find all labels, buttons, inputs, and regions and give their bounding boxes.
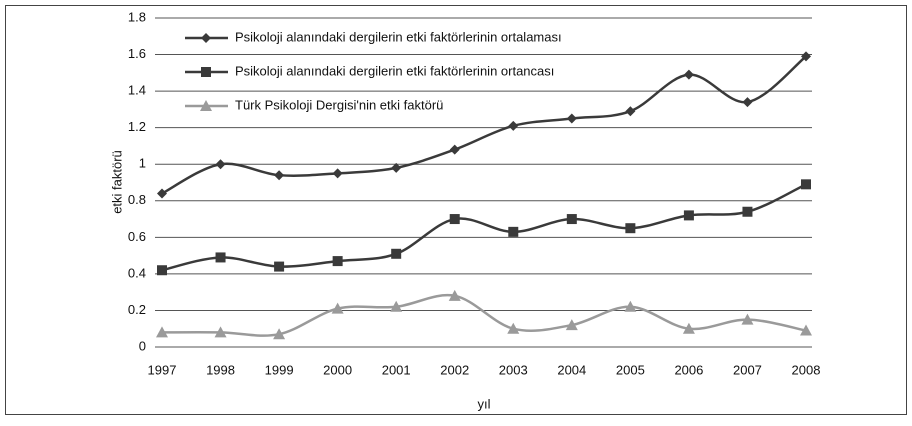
x-axis-label: yıl xyxy=(478,396,491,411)
x-tick-label: 2001 xyxy=(382,362,411,377)
point-marker xyxy=(565,319,578,331)
point-marker xyxy=(274,261,285,272)
point-marker xyxy=(507,322,520,334)
point-marker xyxy=(682,322,695,334)
x-tick-label: 2003 xyxy=(499,362,528,377)
x-tick-label: 2002 xyxy=(440,362,469,377)
y-tick-label: 0 xyxy=(139,338,146,353)
point-marker xyxy=(683,69,694,80)
legend-label: Psikoloji alanındaki dergilerin etki fak… xyxy=(235,63,554,78)
series-line xyxy=(161,293,807,337)
y-tick-label: 1.6 xyxy=(128,46,146,61)
x-tick-label: 2006 xyxy=(674,362,703,377)
point-marker xyxy=(157,188,167,199)
point-marker xyxy=(800,324,812,336)
x-tick-label: 2007 xyxy=(733,362,762,377)
point-marker xyxy=(742,97,753,108)
point-marker xyxy=(566,214,577,225)
point-marker xyxy=(331,302,344,314)
point-marker xyxy=(274,170,285,181)
legend-marker xyxy=(201,67,211,77)
y-tick-label: 0.8 xyxy=(128,192,146,207)
point-marker xyxy=(215,252,226,263)
point-marker xyxy=(273,328,286,340)
point-marker xyxy=(391,162,402,173)
x-tick-label: 1998 xyxy=(206,362,235,377)
point-marker xyxy=(157,265,167,276)
y-tick-label: 1.8 xyxy=(128,9,146,24)
point-marker xyxy=(625,106,636,117)
point-marker xyxy=(390,300,403,312)
y-axis-label: etki faktörü xyxy=(109,150,124,214)
y-tick-label: 1 xyxy=(139,156,146,171)
point-marker xyxy=(448,289,461,301)
point-marker xyxy=(625,223,636,234)
point-marker xyxy=(683,210,694,221)
y-tick-label: 0.2 xyxy=(128,302,146,317)
point-marker xyxy=(215,159,226,170)
x-tick-label: 2008 xyxy=(792,362,821,377)
point-marker xyxy=(508,120,519,131)
legend-marker xyxy=(200,100,212,111)
point-marker xyxy=(508,226,519,237)
y-tick-label: 1.4 xyxy=(128,83,146,98)
point-marker xyxy=(566,113,577,124)
point-marker xyxy=(624,300,637,312)
legend-marker xyxy=(201,33,211,43)
x-tick-label: 2005 xyxy=(616,362,645,377)
y-tick-label: 0.6 xyxy=(128,229,146,244)
point-marker xyxy=(742,206,753,217)
point-marker xyxy=(391,248,402,259)
x-tick-label: 2004 xyxy=(557,362,586,377)
legend-label: Psikoloji alanındaki dergilerin etki fak… xyxy=(235,29,562,44)
point-marker xyxy=(449,214,460,225)
chart-border xyxy=(5,5,907,415)
series-line xyxy=(161,183,807,272)
legend-label: Türk Psikoloji Dergisi'nin etki faktörü xyxy=(235,97,443,112)
point-marker xyxy=(156,326,168,338)
series-line xyxy=(161,55,807,195)
x-tick-label: 2000 xyxy=(323,362,352,377)
point-marker xyxy=(332,168,343,179)
point-marker xyxy=(332,256,343,267)
y-tick-label: 1.2 xyxy=(128,119,146,134)
point-marker xyxy=(801,179,811,190)
point-marker xyxy=(801,51,811,62)
point-marker xyxy=(214,326,227,338)
x-tick-label: 1997 xyxy=(148,362,177,377)
y-tick-label: 0.4 xyxy=(128,265,146,280)
x-tick-label: 1999 xyxy=(265,362,294,377)
point-marker xyxy=(449,144,460,155)
point-marker xyxy=(741,313,754,325)
